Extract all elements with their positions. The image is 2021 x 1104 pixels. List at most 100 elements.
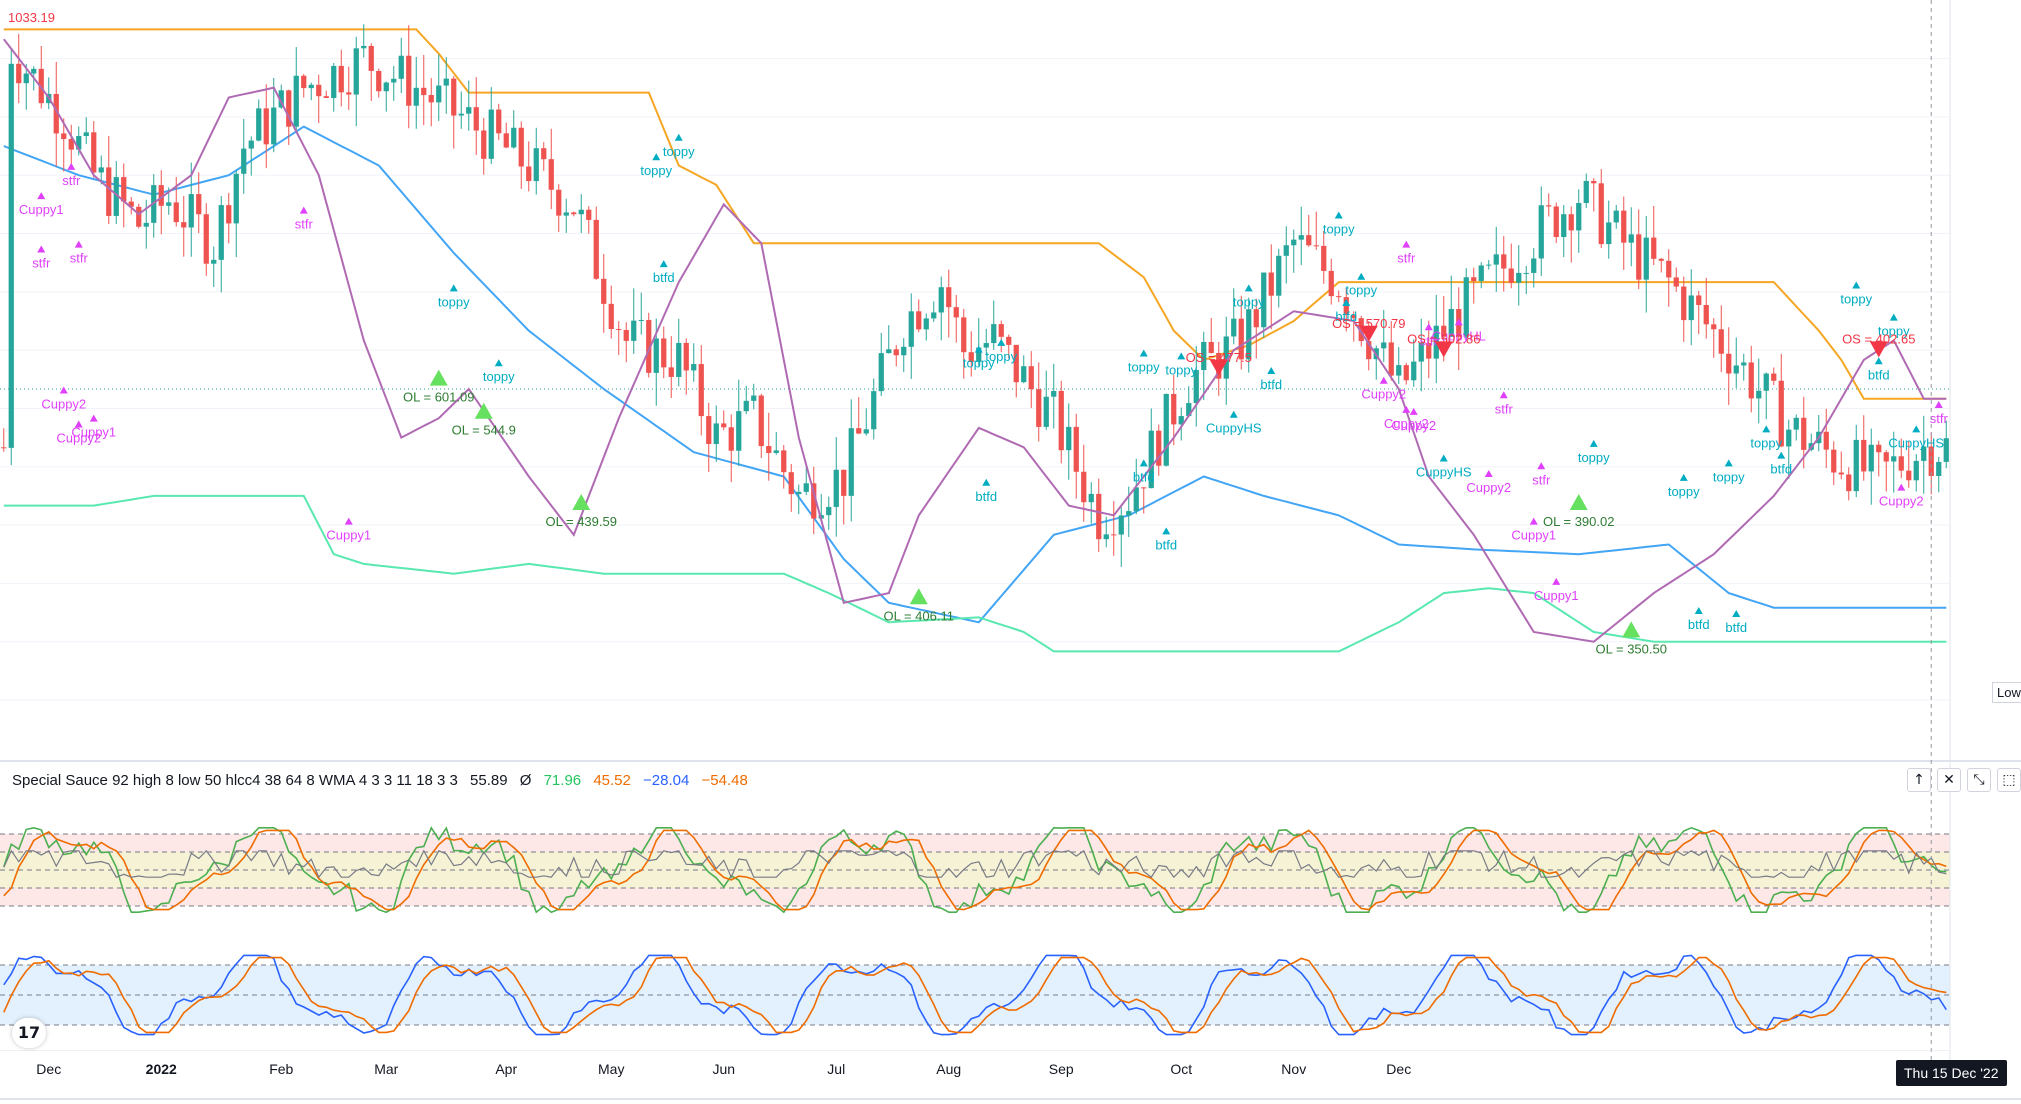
signal-marker bbox=[1732, 609, 1741, 617]
lower-band-line bbox=[3, 494, 1947, 653]
candle bbox=[1628, 207, 1634, 267]
candle bbox=[128, 196, 134, 215]
candle bbox=[1073, 413, 1079, 499]
candle bbox=[1013, 344, 1019, 398]
candle-body bbox=[406, 55, 412, 106]
signal-label: btfd bbox=[1155, 537, 1177, 552]
candle-body bbox=[91, 132, 97, 173]
candle bbox=[1261, 272, 1267, 338]
candle bbox=[706, 402, 712, 473]
candle bbox=[1831, 441, 1837, 486]
more-pane-button[interactable]: ⬚ bbox=[1997, 768, 2021, 792]
candle-body bbox=[31, 68, 37, 74]
signal-marker bbox=[674, 133, 683, 141]
close-pane-button[interactable]: ✕ bbox=[1937, 768, 1961, 792]
candle bbox=[241, 118, 247, 194]
candle bbox=[1733, 337, 1739, 388]
candle-body bbox=[1111, 534, 1117, 536]
candle-body bbox=[1126, 511, 1132, 516]
grid bbox=[0, 58, 1950, 701]
candle-body bbox=[1013, 344, 1019, 383]
candle bbox=[1613, 204, 1619, 229]
candle bbox=[83, 117, 89, 144]
candle bbox=[1778, 353, 1784, 448]
candle bbox=[301, 73, 307, 98]
candle-body bbox=[158, 185, 164, 206]
candle bbox=[848, 399, 854, 522]
candle bbox=[901, 338, 907, 373]
candle bbox=[698, 345, 704, 436]
candle-body bbox=[976, 347, 982, 362]
signal-marker bbox=[1379, 376, 1388, 384]
signal-label: OL = 406.11 bbox=[884, 608, 954, 623]
candle bbox=[616, 321, 622, 355]
candle bbox=[323, 90, 329, 99]
signal-label: btfd bbox=[1688, 617, 1710, 632]
candle bbox=[1838, 451, 1844, 480]
signal-label: toppy bbox=[1165, 362, 1197, 377]
candle bbox=[1756, 358, 1762, 424]
signal-annotations: toppytoppybtfdtoppytoppytoppytoppybtfdto… bbox=[19, 133, 1948, 656]
candle bbox=[1066, 403, 1072, 480]
candle-body bbox=[458, 113, 464, 116]
signal-marker bbox=[1537, 462, 1546, 470]
signal-marker bbox=[1934, 401, 1943, 409]
oscillator-chart[interactable] bbox=[0, 760, 2021, 1070]
candle-body bbox=[1598, 183, 1604, 245]
candle-body bbox=[1238, 318, 1244, 360]
candle-body bbox=[1643, 237, 1649, 280]
candle-body bbox=[1823, 431, 1829, 450]
candle-body bbox=[278, 90, 284, 108]
stoch-k-line bbox=[3, 954, 1947, 1036]
candle bbox=[1268, 244, 1274, 330]
move-up-button[interactable]: ↑ bbox=[1907, 768, 1931, 792]
candle-body bbox=[76, 136, 82, 150]
pane-controls: ↑ ✕ ⤡ ⬚ bbox=[1907, 768, 2021, 792]
candle-body bbox=[751, 395, 757, 401]
candle bbox=[1006, 334, 1012, 359]
candle-body bbox=[16, 63, 22, 84]
candle bbox=[196, 172, 202, 234]
indicator-legend[interactable]: Special Sauce 92 high 8 low 50 hlcc4 38 … bbox=[12, 772, 756, 789]
candle-body bbox=[331, 65, 337, 99]
time-axis[interactable]: Dec 2022 Feb Mar Apr May Jun Jul Aug Sep Oct Nov Dec bbox=[0, 1050, 2021, 1104]
candle-body bbox=[886, 349, 892, 354]
candle-body bbox=[248, 140, 254, 149]
candle bbox=[518, 121, 524, 189]
candle-body bbox=[601, 278, 607, 304]
candle-body bbox=[1036, 389, 1042, 427]
candle bbox=[661, 326, 667, 379]
candle-body bbox=[901, 346, 907, 356]
candle bbox=[1531, 247, 1537, 288]
price-chart[interactable]: toppytoppybtfdtoppytoppytoppytoppybtfdto… bbox=[0, 0, 2021, 760]
candle-body bbox=[893, 349, 899, 356]
legend-value-3: 45.52 bbox=[593, 772, 631, 789]
candle bbox=[863, 408, 869, 436]
candle bbox=[1598, 169, 1604, 249]
tradingview-logo-icon[interactable]: 17 bbox=[12, 1018, 46, 1048]
maximize-pane-button[interactable]: ⤡ bbox=[1967, 768, 1991, 792]
candle bbox=[53, 61, 59, 167]
candle-body bbox=[391, 78, 397, 83]
candle-body bbox=[1733, 365, 1739, 374]
candle-body bbox=[106, 167, 112, 216]
bottom-border bbox=[0, 1098, 2021, 1100]
signal-label: btfd bbox=[1260, 377, 1282, 392]
candle-body bbox=[1351, 314, 1357, 319]
candle bbox=[1178, 407, 1184, 441]
candle-body bbox=[1396, 365, 1402, 376]
candle-body bbox=[1411, 361, 1417, 381]
signal-marker bbox=[1162, 527, 1171, 535]
candle-body bbox=[1073, 426, 1079, 472]
candle bbox=[1096, 478, 1102, 553]
candle bbox=[1111, 501, 1117, 556]
signal-marker bbox=[652, 153, 661, 161]
signal-label: toppy bbox=[1323, 222, 1355, 237]
candle bbox=[676, 318, 682, 387]
candle bbox=[1921, 415, 1927, 494]
pane-separator[interactable] bbox=[0, 760, 2021, 762]
candle-body bbox=[1043, 396, 1049, 427]
candle-body bbox=[1336, 296, 1342, 298]
signal-label: toppy bbox=[483, 369, 515, 384]
candle-body bbox=[1756, 390, 1762, 399]
